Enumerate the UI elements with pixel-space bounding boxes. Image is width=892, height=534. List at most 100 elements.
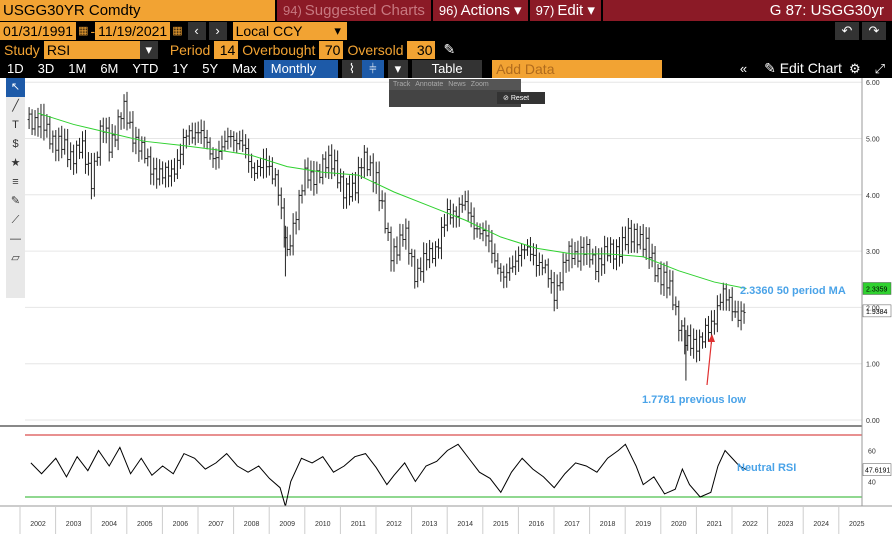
overbought-input[interactable]: 70 (319, 40, 344, 59)
news-tool[interactable]: News (448, 81, 466, 88)
currency-select[interactable]: Local CCY (232, 21, 329, 40)
x-tick-label: 2003 (66, 521, 82, 528)
calendar-icon[interactable]: ▦ (78, 25, 89, 37)
x-axis-strip (0, 506, 892, 534)
range-max[interactable]: Max (232, 60, 257, 76)
previous-low-annotation: 1.7781 previous low (642, 394, 746, 406)
drawing-toolbar: ↖ ╱ T $ ★ ≡ ✎ ⟋ — ▱ (6, 78, 25, 298)
price-last-tag-box (862, 304, 892, 318)
x-tick-label: 2012 (386, 521, 402, 528)
y-axis-ticks: 0.00 1.00 2.00 3.00 4.00 5.00 6.00 (866, 80, 880, 425)
zoom-tool[interactable]: Zoom (470, 81, 489, 88)
x-tick-label: 2020 (671, 521, 687, 528)
range-1y[interactable]: 1Y (172, 60, 189, 76)
x-tick-label: 2021 (707, 521, 723, 528)
x-tick-label: 2015 (493, 521, 509, 528)
y-tick-label: 1.00 (866, 362, 880, 369)
reset-button[interactable]: Reset (510, 95, 530, 102)
cursor-icon[interactable]: ↖ (6, 78, 25, 97)
oversold-input[interactable]: 30 (407, 40, 436, 59)
caret-down-icon: ▾ (514, 2, 522, 19)
redo-icon[interactable]: ↷ (862, 21, 886, 40)
range-5y[interactable]: 5Y (202, 60, 219, 76)
rsi-last-tag-box (862, 463, 892, 476)
y-tick-label: 4.00 (866, 193, 880, 200)
ma-line (37, 112, 747, 289)
x-tick-label: 2019 (635, 521, 651, 528)
x-tick-label: 2016 (529, 521, 545, 528)
rsi-line (30, 443, 747, 507)
undo-icon[interactable]: ↶ (835, 21, 859, 40)
line-tool-icon[interactable]: ╱ (12, 100, 19, 112)
collapse-icon[interactable]: « (739, 60, 748, 76)
ma-annotation: 2.3360 50 period MA (740, 285, 846, 297)
y-tick-label: 2.00 (866, 305, 880, 312)
next-arrow-icon[interactable]: › (208, 21, 227, 40)
chart-svg[interactable]: 2.3359 1.9384 0.00 1.00 2.00 3.00 4.00 5.00 6.0… (0, 78, 892, 534)
track-tool[interactable]: Track (393, 81, 411, 88)
chart-float-toolbar: Track Annotate News Zoom ⊘ Reset (389, 79, 545, 107)
range-toolbar: 1D 3D 1M 6M YTD 1Y 5Y Max Monthly ▼ ⌇ ⫩ … (0, 59, 892, 94)
pencil-icon[interactable]: ✎ (443, 41, 456, 57)
study-value: RSI (46, 41, 71, 58)
chevron-down-icon[interactable]: ▾ (387, 59, 409, 78)
range-1m[interactable]: 1M (68, 60, 87, 76)
expand-icon[interactable]: ⤢ (874, 60, 885, 76)
price-bars (27, 91, 746, 381)
range-ytd[interactable]: YTD (132, 60, 159, 76)
x-tick-label: 2025 (849, 521, 865, 528)
header-bar: USGG30YR Comdty 94) Suggested Charts 96) A… (0, 0, 892, 21)
reset-icon: ⊘ (503, 95, 509, 102)
line-chart-icon[interactable]: ⌇ (341, 59, 363, 78)
range-3d[interactable]: 3D (37, 60, 55, 76)
calendar-icon[interactable]: ▦ (172, 25, 183, 37)
measure-tool-icon[interactable]: $ (12, 138, 19, 150)
prev-arrow-icon[interactable]: ‹ (187, 21, 206, 40)
ticker-input[interactable]: USGG30YR Comdty (0, 0, 275, 21)
edit-num: 97) (535, 3, 555, 18)
study-select[interactable]: RSI (43, 40, 140, 59)
chevron-down-icon[interactable]: ▾ (328, 21, 347, 40)
x-tick-label: 2013 (422, 521, 438, 528)
edit-menu[interactable]: 97) Edit ▾ (529, 0, 601, 21)
end-date-input[interactable]: 11/19/2021 (95, 21, 171, 40)
ma-last-tag: 2.3359 (866, 286, 888, 293)
actions-label: Actions (460, 2, 510, 19)
rsi-last-tag: 47.6191 (865, 468, 890, 475)
range-6m[interactable]: 6M (100, 60, 119, 76)
annotate-tool[interactable]: Annotate (415, 81, 444, 88)
table-button[interactable]: Table (412, 59, 483, 78)
x-tick-label: 2002 (30, 521, 46, 528)
start-date-input[interactable]: 01/31/1991 (0, 21, 77, 40)
chart-panel (0, 78, 892, 534)
y-tick-label: 6.00 (866, 80, 880, 87)
price-tags: 2.3359 1.9384 (862, 282, 892, 318)
actions-num: 96) (438, 3, 458, 18)
favorites-icon[interactable]: ★ (10, 157, 21, 169)
suggested-charts-menu[interactable]: 94) Suggested Charts (277, 0, 431, 21)
fib-tool-icon[interactable]: ≡ (12, 176, 19, 188)
y-tick-label: 0.00 (866, 418, 880, 425)
x-tick-label: 2017 (564, 521, 580, 528)
caret-down-icon: ▾ (587, 2, 595, 19)
eraser-icon[interactable]: ▱ (11, 252, 20, 264)
chevron-down-icon[interactable]: ▾ (139, 40, 158, 59)
horizontal-line-icon[interactable]: — (10, 233, 21, 245)
date-bar: 01/31/1991 ▦ - 11/19/2021 ▦ ‹ › Local CC… (0, 21, 892, 40)
bar-chart-icon[interactable]: ⫩ (362, 59, 384, 78)
brush-tool-icon[interactable]: ⟋ (11, 214, 20, 226)
range-1d[interactable]: 1D (7, 60, 24, 76)
x-tick-label: 2007 (208, 521, 224, 528)
rsi-tick-label: 60 (868, 449, 876, 456)
price-last-tag: 1.9384 (866, 309, 888, 316)
edit-chart-button[interactable]: ✎ Edit Chart (764, 60, 842, 77)
frequency-select[interactable]: Monthly ▼ (263, 59, 338, 94)
text-tool-icon[interactable]: T (12, 119, 19, 131)
period-input[interactable]: 14 (214, 40, 239, 59)
add-data-input[interactable]: Add Data (492, 59, 663, 78)
pencil-icon: ✎ (764, 60, 776, 76)
x-tick-label: 2023 (778, 521, 794, 528)
settings-icon[interactable]: ⚙ (848, 60, 861, 76)
actions-menu[interactable]: 96) Actions ▾ (432, 0, 528, 21)
pen-tool-icon[interactable]: ✎ (10, 195, 21, 207)
